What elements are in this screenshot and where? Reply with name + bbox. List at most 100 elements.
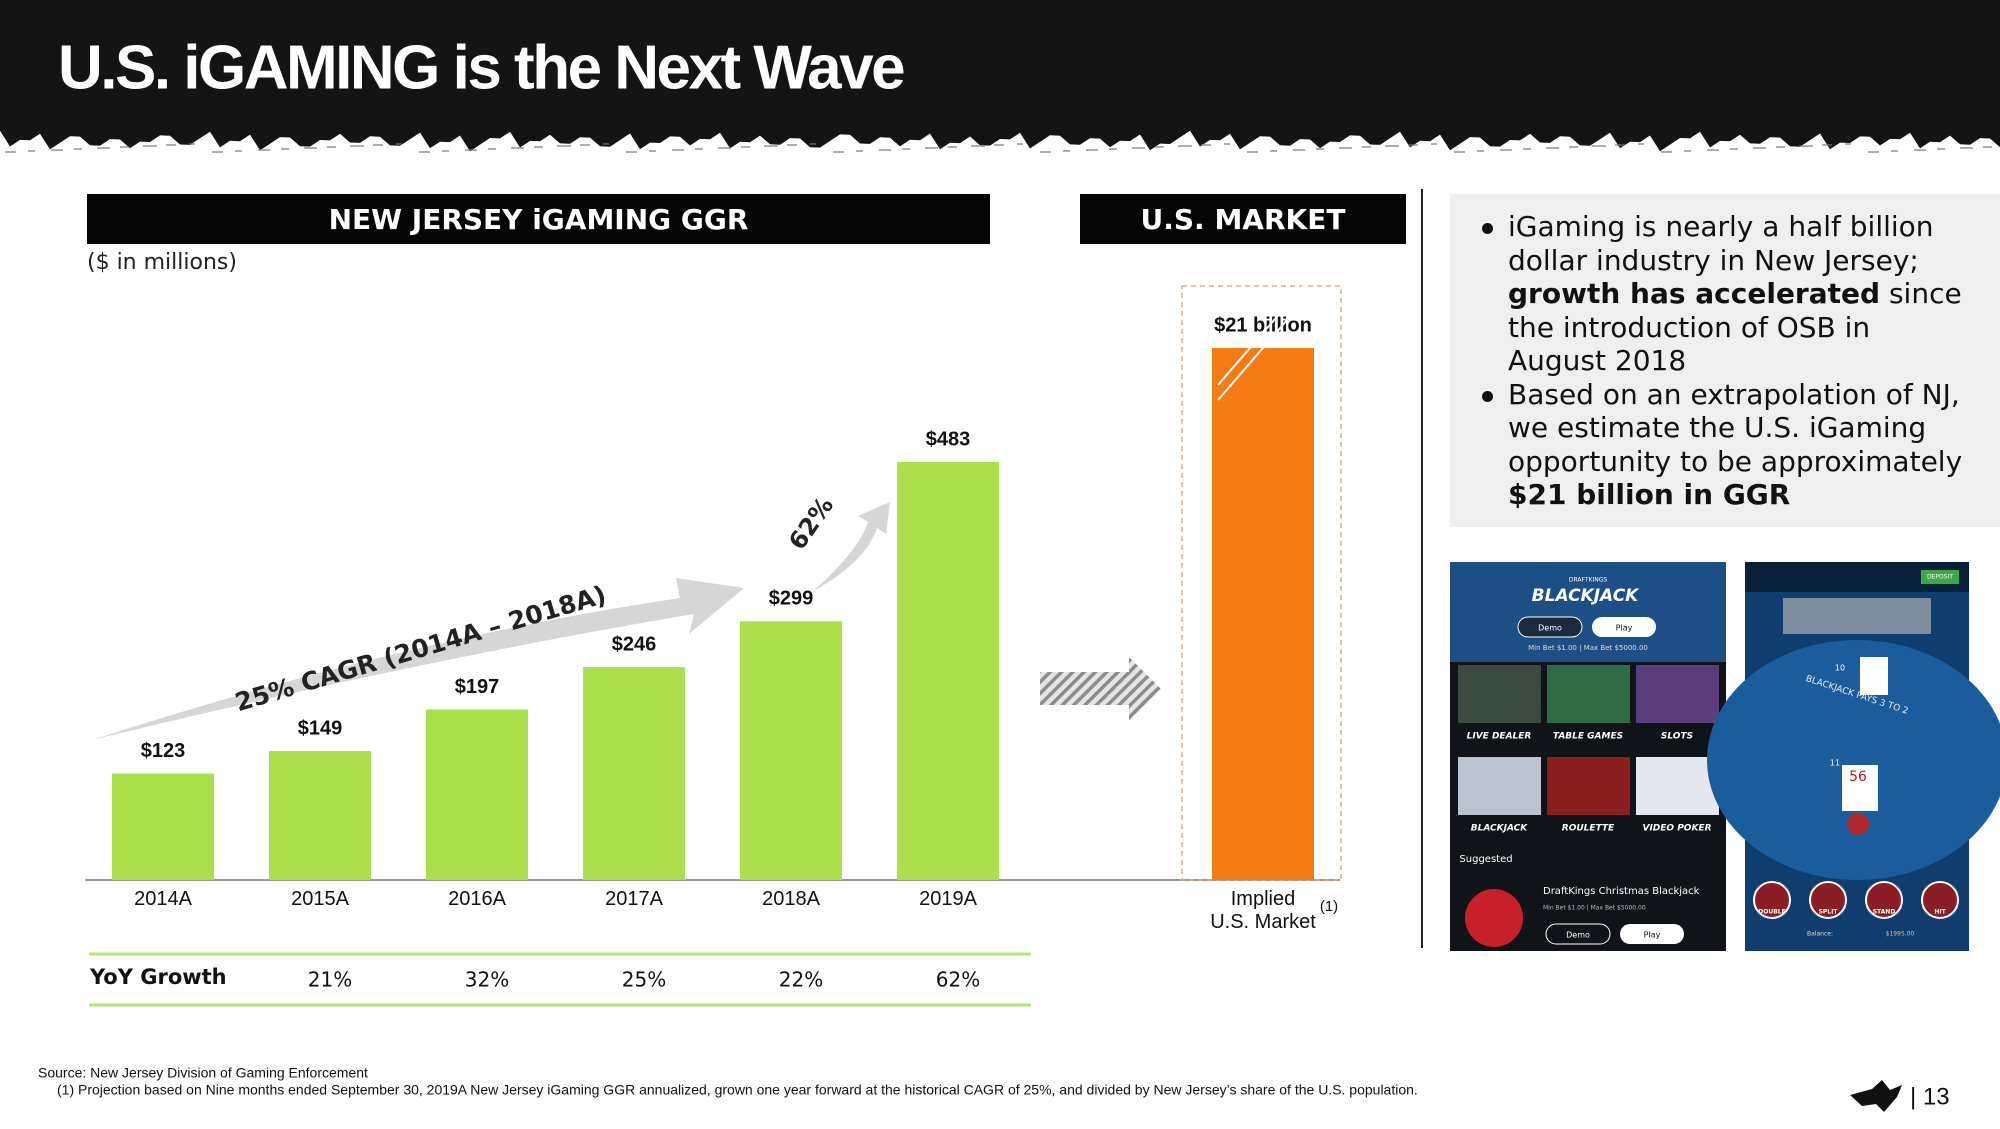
chart-title-bar bbox=[87, 194, 990, 244]
value-label: $246 bbox=[612, 633, 657, 655]
header-speck bbox=[166, 144, 176, 146]
card bbox=[1842, 765, 1878, 811]
balance: $1995.00 bbox=[1886, 931, 1915, 938]
tile-label: LIVE DEALER bbox=[1467, 732, 1532, 742]
suggested-game: DraftKings Christmas Blackjack bbox=[1543, 886, 1700, 897]
category-label: 2014A bbox=[134, 888, 192, 910]
header-speck bbox=[143, 145, 157, 147]
header-speck bbox=[28, 150, 35, 152]
chart-title: U.S. MARKET bbox=[1141, 203, 1346, 236]
growth-value: 32% bbox=[465, 968, 509, 992]
button bbox=[1620, 924, 1684, 944]
header-speck bbox=[1569, 146, 1578, 148]
action-label: STAND bbox=[1873, 909, 1896, 916]
deposit: DEPOSIT bbox=[1927, 574, 1953, 581]
header-speck bbox=[1063, 150, 1070, 152]
header-speck bbox=[557, 145, 571, 147]
bar-glint bbox=[1217, 289, 1314, 401]
growth-value: 21% bbox=[308, 968, 352, 992]
header-speck bbox=[465, 149, 477, 151]
value-label: $299 bbox=[769, 588, 814, 610]
header-speck bbox=[488, 148, 496, 150]
bullet-text: iGaming is nearly a half billion dollar … bbox=[1508, 210, 1943, 277]
header-speck bbox=[994, 144, 1004, 146]
header-speck bbox=[603, 143, 609, 145]
header-speck bbox=[1224, 143, 1230, 145]
header-speck bbox=[1730, 148, 1738, 150]
card bbox=[1860, 657, 1888, 695]
category-label: 2015A bbox=[291, 888, 349, 910]
header-speck bbox=[120, 146, 129, 148]
header-speck bbox=[1684, 150, 1691, 152]
header-speck bbox=[327, 146, 336, 148]
cagr-arrow bbox=[92, 578, 744, 740]
header-speck bbox=[1201, 144, 1211, 146]
button bbox=[1517, 616, 1583, 638]
header-speck bbox=[534, 146, 543, 148]
card-value: 56 bbox=[1849, 769, 1867, 785]
header-speck bbox=[971, 145, 985, 147]
button-label: Play bbox=[1644, 931, 1661, 940]
header-speck bbox=[810, 143, 816, 145]
tile-label: ROULETTE bbox=[1562, 824, 1615, 834]
header-speck bbox=[1270, 150, 1277, 152]
header-band bbox=[0, 0, 2000, 152]
source: Source: New Jersey Division of Gaming En… bbox=[38, 1065, 368, 1081]
header-speck bbox=[1339, 147, 1352, 149]
tile-label: SLOTS bbox=[1661, 732, 1693, 742]
action-label: SPLIT bbox=[1819, 909, 1839, 916]
tile-label: BLACKJACK bbox=[1471, 824, 1529, 834]
chart-subtitle: ($ in millions) bbox=[87, 250, 237, 275]
footnote: (1) Projection based on Nine months ende… bbox=[57, 1082, 1418, 1098]
bullet-text: since the introduction of OSB in August … bbox=[1508, 277, 1971, 377]
game-tile bbox=[1636, 757, 1719, 815]
bullet-text: Based on an extrapolation of NJ, we esti… bbox=[1508, 377, 1972, 478]
limits: Min Bet $1.00 | Max Bet $5000.00 bbox=[1528, 644, 1648, 652]
bullet-text: growth has accelerated bbox=[1508, 277, 1881, 310]
header-speck bbox=[1661, 151, 1672, 153]
bullet: Based on an extrapolation of NJ, we esti… bbox=[1482, 377, 1972, 512]
action-button bbox=[1865, 881, 1903, 919]
button bbox=[1592, 617, 1656, 637]
game-tile bbox=[1636, 665, 1719, 723]
bar bbox=[740, 621, 842, 880]
growth-value: 62% bbox=[936, 968, 980, 992]
bullet-list: iGaming is nearly a half billion dollar … bbox=[1482, 210, 1970, 512]
header-speck bbox=[718, 147, 731, 149]
header-speck bbox=[1592, 145, 1606, 147]
header-speck bbox=[235, 150, 242, 152]
header-speck bbox=[51, 149, 63, 151]
screen-banner bbox=[1450, 562, 1726, 662]
header-speck bbox=[1132, 147, 1145, 149]
header-speck bbox=[1178, 145, 1192, 147]
bar bbox=[897, 462, 999, 880]
action-label: DOUBLE bbox=[1758, 909, 1785, 916]
category-label: 2017A bbox=[605, 888, 663, 910]
header-speck bbox=[350, 145, 364, 147]
header-speck bbox=[1707, 149, 1719, 151]
header-speck bbox=[902, 148, 910, 150]
action-button bbox=[1753, 881, 1791, 919]
slide-title: U.S. iGAMING is the Next Wave bbox=[58, 33, 904, 102]
suggested-limits: Min Bet $1.00 | Max Bet $5000.00 bbox=[1543, 905, 1646, 912]
app-screen-lobby: DRAFTKINGS BLACKJACK Demo Play Min Bet $1.00… bbox=[1450, 562, 1726, 951]
value-label: $483 bbox=[926, 428, 971, 450]
header-speck bbox=[580, 144, 590, 146]
header-speck bbox=[695, 148, 703, 150]
bar-glint bbox=[1217, 274, 1314, 386]
header-speck bbox=[1868, 151, 1879, 153]
game-tile bbox=[1458, 757, 1541, 815]
header-speck bbox=[626, 151, 637, 153]
header-speck bbox=[74, 148, 82, 150]
button-label: Play bbox=[1616, 624, 1633, 633]
header-speck bbox=[1155, 146, 1164, 148]
header-speck bbox=[925, 147, 938, 149]
growth-label: YoY Growth bbox=[89, 965, 227, 989]
transition-arrow bbox=[1040, 657, 1161, 721]
card-value: 10 bbox=[1835, 664, 1845, 673]
header-speck bbox=[1799, 145, 1813, 147]
bar bbox=[269, 751, 371, 880]
header-speck bbox=[1500, 149, 1512, 151]
